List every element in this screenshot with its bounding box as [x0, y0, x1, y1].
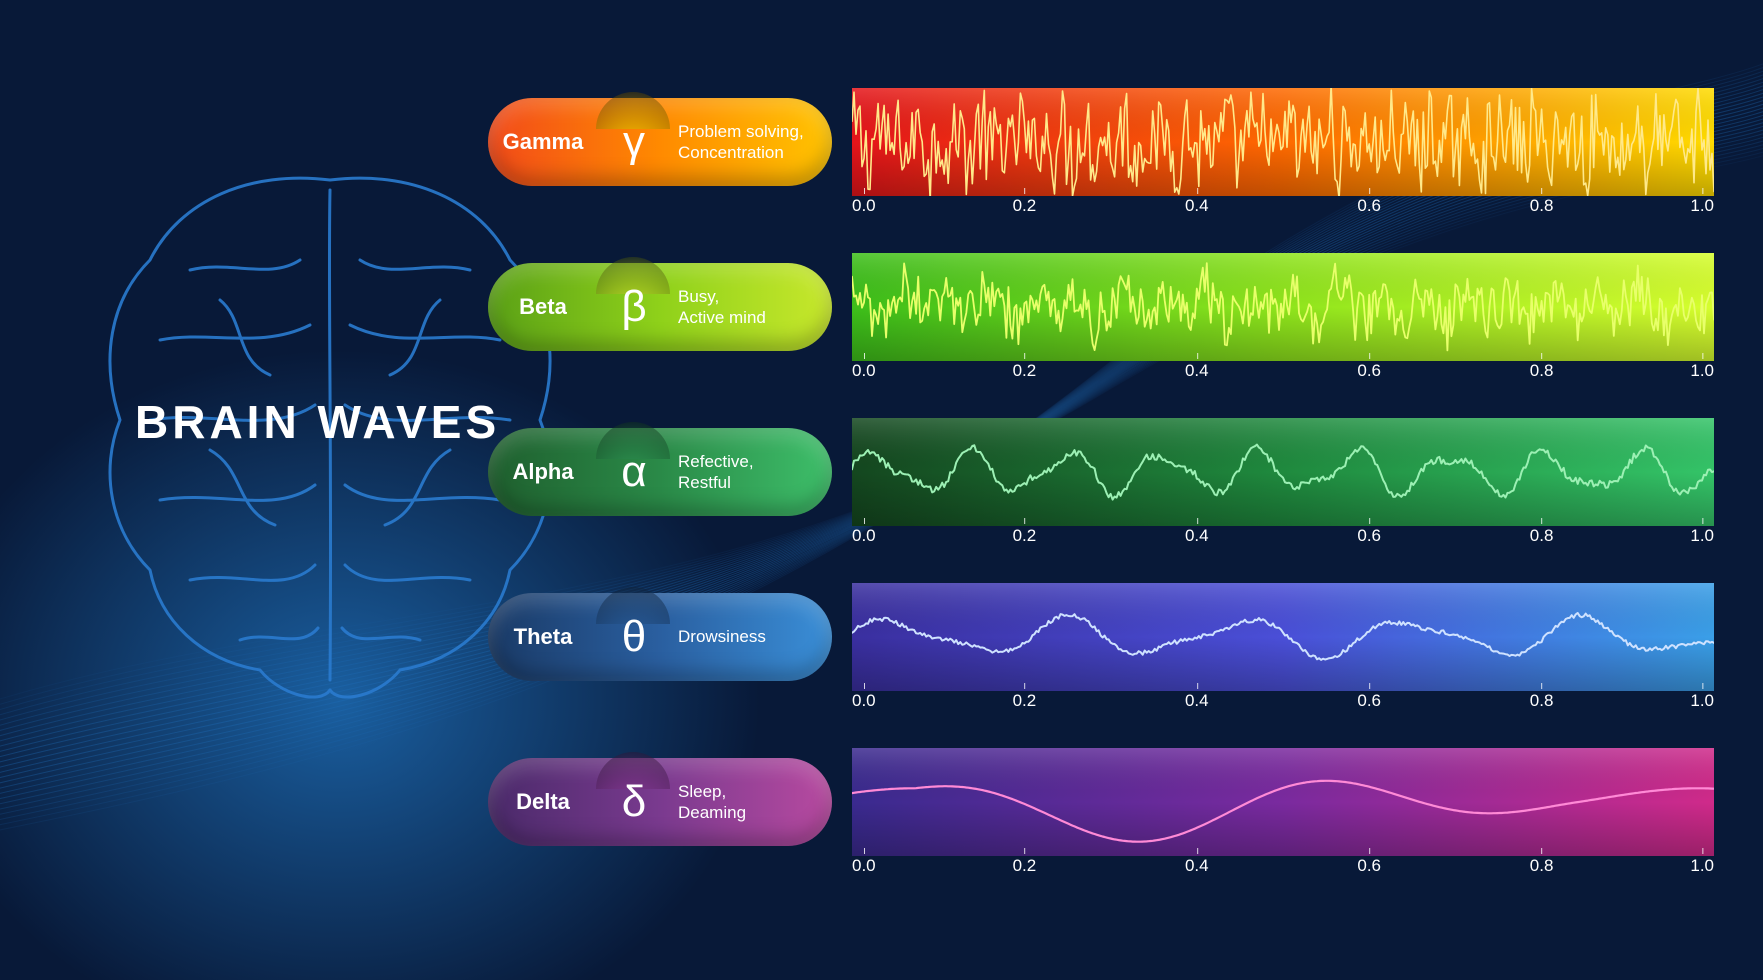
pill-alpha: Alphaα Refective,Restful: [488, 428, 832, 516]
axis-tick-label: 0.2: [1013, 691, 1037, 711]
wave-name: Theta: [488, 624, 598, 650]
chart-theta: 0.0 0.2 0.4 0.6 0.8 1.0: [852, 583, 1714, 725]
pill-delta: Deltaδ Sleep,Deaming: [488, 758, 832, 846]
wave-symbol-wrap: β: [598, 263, 670, 351]
pill-gamma: Gammaγ Problem solving,Concentration: [488, 98, 832, 186]
axis-tick-label: 0.8: [1530, 526, 1554, 546]
wave-description: Drowsiness: [670, 626, 832, 647]
wave-rows-container: GammaγProblem solving,Concentration0.00.…: [488, 88, 1728, 913]
wave-row-alpha: Alphaα Refective,Restful 0.0 0.2 0.4 0.6 0.8 1.…: [488, 418, 1728, 573]
wave-symbol-wrap: γ: [598, 98, 670, 186]
axis-tick-label: 0.6: [1357, 691, 1381, 711]
chart-panel: [852, 583, 1714, 691]
axis-ticks: 0.0 0.2 0.4 0.6 0.8 1.0: [852, 361, 1714, 395]
wave-symbol: γ: [623, 120, 645, 164]
axis-ticks: 0.0 0.2 0.4 0.6 0.8 1.0: [852, 856, 1714, 890]
axis-tick-label: 0.0: [852, 526, 876, 546]
chart-panel: [852, 253, 1714, 361]
wave-description: Refective,Restful: [670, 451, 832, 494]
axis-tick-label: 0.2: [1013, 361, 1037, 381]
axis-tick-label: 1.0: [1690, 526, 1714, 546]
axis-tick-label: 1.0: [1690, 856, 1714, 876]
axis-tick-label: 0.4: [1185, 526, 1209, 546]
wave-symbol: δ: [622, 780, 647, 824]
axis-ticks: 0.0 0.2 0.4 0.6 0.8 1.0: [852, 691, 1714, 725]
wave-description: Problem solving,Concentration: [670, 121, 832, 164]
chart-panel: [852, 748, 1714, 856]
axis-tick-label: 0.4: [1185, 361, 1209, 381]
axis-tick-label: 0.6: [1357, 856, 1381, 876]
chart-panel: [852, 88, 1714, 196]
axis-ticks: 0.0 0.2 0.4 0.6 0.8 1.0: [852, 196, 1714, 230]
wave-row-beta: Betaβ Busy,Active mind 0.0 0.2 0.4 0.6 0.8 1.0: [488, 253, 1728, 408]
chart-beta: 0.0 0.2 0.4 0.6 0.8 1.0: [852, 253, 1714, 395]
axis-tick-label: 1.0: [1690, 196, 1714, 216]
wave-row-theta: Thetaθ Drowsiness 0.0 0.2 0.4 0.6 0.8 1.0: [488, 583, 1728, 738]
axis-tick-label: 0.6: [1357, 526, 1381, 546]
chart-delta: 0.0 0.2 0.4 0.6 0.8 1.0: [852, 748, 1714, 890]
wave-symbol: α: [621, 450, 646, 494]
wave-description: Busy,Active mind: [670, 286, 832, 329]
axis-tick-label: 0.0: [852, 691, 876, 711]
axis-tick-label: 0.0: [852, 856, 876, 876]
axis-tick-label: 0.4: [1185, 856, 1209, 876]
axis-tick-label: 0.6: [1357, 361, 1381, 381]
axis-tick-label: 0.6: [1357, 196, 1381, 216]
axis-tick-label: 0.4: [1185, 196, 1209, 216]
axis-tick-label: 0.2: [1013, 526, 1037, 546]
chart-panel: [852, 418, 1714, 526]
axis-tick-label: 0.8: [1530, 691, 1554, 711]
pill-theta: Thetaθ Drowsiness: [488, 593, 832, 681]
wave-row-delta: Deltaδ Sleep,Deaming 0.0 0.2 0.4 0.6 0.8 1.0: [488, 748, 1728, 903]
wave-symbol-wrap: θ: [598, 593, 670, 681]
pill-beta: Betaβ Busy,Active mind: [488, 263, 832, 351]
axis-tick-label: 0.2: [1013, 196, 1037, 216]
wave-symbol-wrap: α: [598, 428, 670, 516]
chart-gamma: 0.0 0.2 0.4 0.6 0.8 1.0: [852, 88, 1714, 230]
axis-tick-label: 0.8: [1530, 361, 1554, 381]
axis-tick-label: 0.0: [852, 361, 876, 381]
axis-tick-label: 1.0: [1690, 691, 1714, 711]
wave-name: Delta: [488, 789, 598, 815]
axis-tick-label: 0.8: [1530, 856, 1554, 876]
axis-tick-label: 0.4: [1185, 691, 1209, 711]
wave-name: Beta: [488, 294, 598, 320]
axis-tick-label: 0.8: [1530, 196, 1554, 216]
infographic-canvas: BRAIN WAVES Gammaγ Problem solving,Concen…: [0, 0, 1763, 980]
chart-alpha: 0.0 0.2 0.4 0.6 0.8 1.0: [852, 418, 1714, 560]
wave-description: Sleep,Deaming: [670, 781, 832, 824]
main-title: BRAIN WAVES: [135, 395, 500, 449]
wave-row-gamma: GammaγProblem solving,Concentration0.00.…: [488, 88, 1728, 243]
axis-tick-label: 0.2: [1013, 856, 1037, 876]
axis-tick-label: 1.0: [1690, 361, 1714, 381]
wave-symbol-wrap: δ: [598, 758, 670, 846]
axis-ticks: 0.0 0.2 0.4 0.6 0.8 1.0: [852, 526, 1714, 560]
wave-symbol: β: [621, 285, 646, 329]
wave-name: Gamma: [488, 129, 598, 155]
axis-tick-label: 0.0: [852, 196, 876, 216]
wave-name: Alpha: [488, 459, 598, 485]
wave-symbol: θ: [622, 615, 646, 659]
